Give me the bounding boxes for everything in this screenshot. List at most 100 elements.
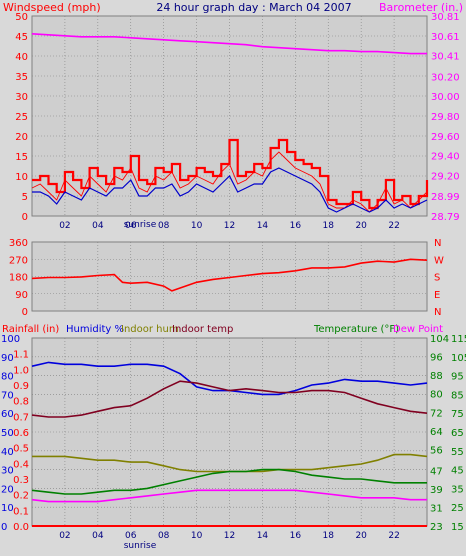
temperature-outer-tick-label: 75: [451, 409, 464, 420]
humidity-tick-label: 0: [1, 522, 7, 533]
dew-point-label: Dew Point: [393, 324, 443, 335]
direction-tick-label: 90: [15, 290, 28, 301]
rainfall-tick-label: 0.1: [13, 506, 29, 517]
rainfall-tick-label: 1.0: [13, 365, 29, 376]
barometer-tick-label: 29.80: [431, 112, 460, 123]
barometer-tick-label: 28.79: [431, 212, 460, 223]
time-tick-label-bottom: 02: [59, 531, 70, 541]
humidity-tick-label: 100: [1, 334, 20, 345]
temperature-inner-tick-label: 96: [430, 353, 443, 364]
humidity-tick-label: 10: [1, 503, 14, 514]
direction-tick-label: 180: [9, 273, 28, 284]
temperature-outer-tick-label: 95: [451, 372, 464, 383]
barometer-tick-label: 30.00: [431, 92, 460, 103]
temperature-inner-tick-label: 47: [430, 466, 443, 477]
barometer-tick-label: 30.20: [431, 72, 460, 83]
time-tick-label-top: 14: [257, 221, 269, 231]
temperature-inner-tick-label: 64: [430, 427, 443, 438]
time-tick-label-top: 02: [59, 221, 70, 231]
axis-labels: 02 02 04 04 06 06 08 08 10 10 12 12 14 14 16 16 18 18 20 20…: [1, 12, 466, 541]
indoor-temp-line: [31, 380, 428, 418]
time-tick-label-bottom: 22: [388, 531, 399, 541]
rainfall-tick-label: 0.3: [13, 475, 29, 486]
windspeed-tick-label: 45: [15, 32, 28, 43]
temperature-line: [31, 468, 427, 495]
humidity-tick-label: 80: [1, 372, 14, 383]
direction-tick-label: 360: [9, 238, 28, 249]
grid-lines: [32, 16, 427, 526]
windspeed-tick-label: 20: [15, 132, 28, 143]
time-tick-label-bottom: 18: [323, 531, 335, 541]
temperature-inner-tick-label: 88: [430, 371, 443, 382]
windspeed-tick-label: 25: [15, 112, 28, 123]
temperature-outer-tick-label: 55: [451, 447, 464, 458]
humidity-tick-label: 20: [1, 484, 14, 495]
humidity-tick-label: 30: [1, 466, 14, 477]
temperature-outer-tick-label: 115: [451, 334, 466, 345]
time-tick-label-top: 08: [158, 221, 170, 231]
time-tick-label-bottom: 06: [125, 531, 137, 541]
time-tick-label-bottom: 12: [224, 531, 235, 541]
direction-tick-label: 270: [9, 255, 28, 266]
temperature-axis-title: Temperature (°F): [313, 324, 399, 335]
compass-label: E: [434, 290, 440, 301]
humidity-tick-label: 60: [1, 409, 14, 420]
barometer-tick-label: 30.61: [431, 32, 460, 43]
temperature-outer-tick-label: 65: [451, 428, 464, 439]
windspeed-tick-label: 30: [15, 92, 28, 103]
sunrise-label-bottom: sunrise: [124, 541, 157, 551]
wind-direction-line: [31, 258, 428, 292]
barometer-line: [31, 33, 427, 55]
time-tick-label-top: 16: [290, 221, 302, 231]
rainfall-tick-label: 0.5: [13, 444, 29, 455]
temperature-inner-tick-label: 23: [430, 522, 443, 533]
series-lines: [31, 33, 429, 527]
windspeed-axis-title: Windspeed (mph): [3, 1, 101, 14]
indoor-hum-label: Indoor hum: [121, 324, 179, 335]
rainfall-tick-label: 0.7: [13, 412, 29, 423]
temperature-outer-tick-label: 45: [451, 466, 464, 477]
time-tick-label-bottom: 04: [92, 531, 104, 541]
compass-label: N: [434, 307, 441, 318]
humidity-tick-label: 90: [1, 353, 14, 364]
windspeed-tick-label: 50: [15, 12, 28, 23]
rainfall-axis-title: Rainfall (in): [2, 324, 59, 335]
barometer-tick-label: 29.60: [431, 132, 460, 143]
rainfall-tick-label: 0.4: [13, 459, 29, 470]
temperature-inner-tick-label: 56: [430, 445, 443, 456]
barometer-axis-title: Barometer (in.): [379, 1, 463, 14]
humidity-axis-title: Humidity %: [66, 324, 124, 335]
chart-title: 24 hour graph day : March 04 2007: [156, 1, 351, 14]
time-tick-label-top: 18: [323, 221, 335, 231]
rainfall-tick-label: 0.2: [13, 491, 29, 502]
barometer-tick-label: 28.99: [431, 192, 460, 203]
time-tick-label-top: 22: [388, 221, 399, 231]
windspeed-tick-label: 10: [15, 172, 28, 183]
direction-tick-label: 0: [22, 307, 28, 318]
humidity-tick-label: 40: [1, 447, 14, 458]
rainfall-tick-label: 0.9: [13, 381, 29, 392]
temperature-outer-tick-label: 105: [451, 353, 466, 364]
barometer-tick-label: 29.40: [431, 152, 460, 163]
rainfall-tick-label: 1.1: [13, 350, 29, 361]
dew-point-line: [31, 489, 427, 503]
barometer-tick-label: 30.41: [431, 52, 460, 63]
temperature-outer-tick-label: 15: [451, 522, 464, 533]
windspeed-tick-label: 40: [15, 52, 28, 63]
wind-speed-line: [31, 151, 428, 213]
barometer-tick-label: 30.81: [431, 12, 460, 23]
barometer-tick-label: 29.20: [431, 171, 460, 182]
temperature-outer-tick-label: 35: [451, 484, 464, 495]
time-tick-label-top: 12: [224, 221, 235, 231]
windspeed-tick-label: 35: [15, 72, 28, 83]
time-tick-label-top: 04: [92, 221, 104, 231]
windspeed-tick-label: 0: [22, 212, 28, 223]
temperature-inner-tick-label: 104: [430, 334, 449, 345]
time-tick-label-bottom: 16: [290, 531, 302, 541]
wind-gust-line: [32, 138, 429, 210]
time-tick-label-bottom: 14: [257, 531, 269, 541]
time-tick-label-bottom: 20: [355, 531, 367, 541]
temperature-inner-tick-label: 72: [430, 408, 443, 419]
